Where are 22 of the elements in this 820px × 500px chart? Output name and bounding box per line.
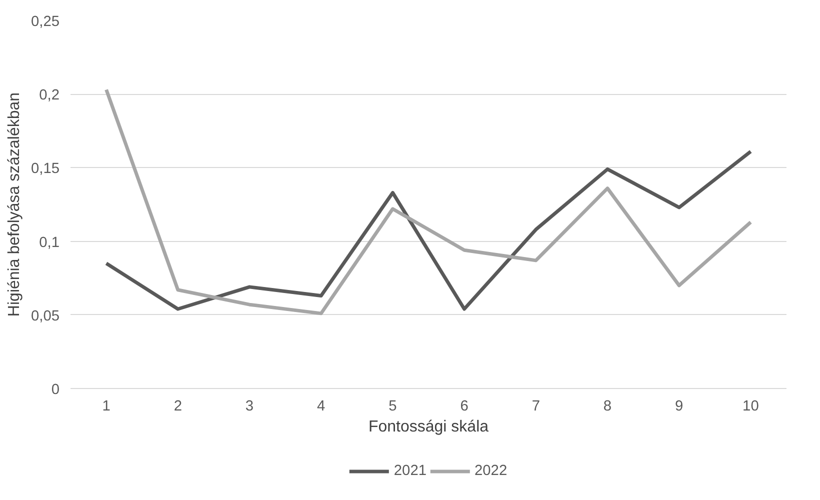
legend-label: 2022 [474, 463, 508, 479]
x-tick-label: 10 [742, 398, 759, 414]
x-axis-title: Fontossági skála [368, 418, 489, 436]
x-tick-label: 4 [317, 398, 326, 414]
x-tick-label: 9 [675, 398, 684, 414]
legend-label: 2021 [394, 463, 426, 479]
y-tick-label: 0 [51, 382, 60, 398]
x-tick-label: 3 [245, 398, 254, 414]
x-tick-label: 6 [460, 398, 468, 414]
y-axis-title: Higiénia befolyása százalékban [6, 92, 23, 317]
y-tick-label: 0,2 [39, 88, 60, 104]
x-tick-label: 7 [532, 398, 540, 414]
x-tick-label: 2 [174, 398, 182, 414]
line-series [104, 88, 752, 316]
y-tick-label: 0,15 [30, 161, 60, 178]
y-tick-label: 0,1 [39, 234, 60, 251]
y-tick-label: 0,05 [30, 308, 60, 324]
line-series [104, 150, 752, 311]
x-tick-label: 5 [388, 398, 397, 414]
x-tick-label: 1 [102, 398, 110, 414]
x-tick-label: 8 [603, 398, 612, 414]
y-tick-label: 0,25 [30, 14, 60, 30]
